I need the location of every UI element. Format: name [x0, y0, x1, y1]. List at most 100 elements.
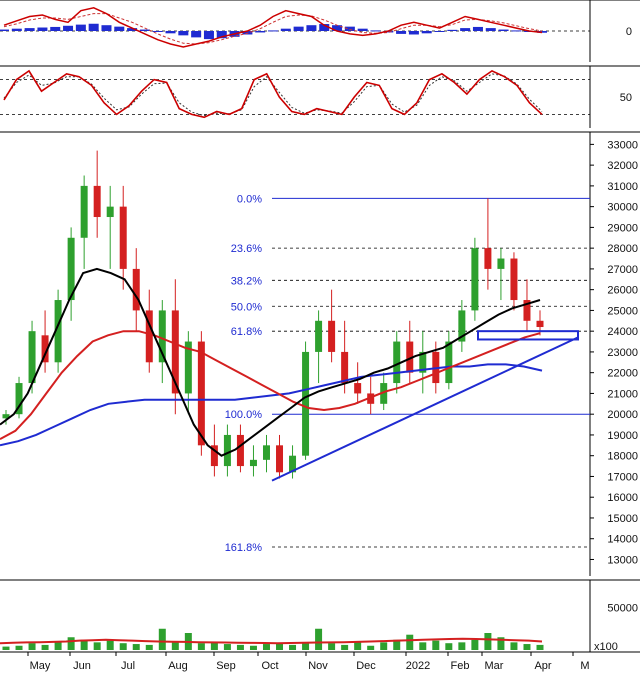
y-tick-label: 16000: [607, 492, 638, 504]
volume-bar: [354, 641, 362, 650]
y-tick-label: 32000: [607, 160, 638, 172]
volume-bar: [145, 644, 153, 650]
fibonacci-label: 23.6%: [231, 243, 262, 255]
volume-bar: [2, 646, 10, 650]
volume-multiplier-label: x100: [594, 641, 618, 653]
macd-histogram-bar: [63, 25, 74, 31]
macd-histogram-bar: [88, 23, 99, 31]
macd-histogram-bar: [191, 31, 202, 38]
candle-body: [197, 341, 205, 446]
volume-bar: [510, 642, 518, 650]
candle-body: [497, 258, 505, 269]
y-tick-label: 22000: [607, 368, 638, 380]
y-tick-label: 20000: [607, 409, 638, 421]
volume-bar: [432, 640, 440, 650]
volume-bar: [41, 644, 49, 650]
volume-bar: [523, 644, 531, 650]
volume-bar: [289, 644, 297, 650]
fibonacci-label: 100.0%: [225, 409, 263, 421]
volume-bar: [54, 641, 62, 650]
candle-body: [223, 434, 231, 467]
volume-bar: [15, 645, 23, 650]
volume-bar: [223, 644, 231, 650]
macd-histogram-bar: [267, 30, 279, 32]
macd-histogram-bar: [50, 26, 61, 31]
y-tick-label: 31000: [607, 181, 638, 193]
macd-histogram-bar: [498, 29, 509, 31]
macd-histogram-bar: [280, 28, 291, 31]
y-tick-label: 30000: [607, 202, 638, 214]
fibonacci-label: 161.8%: [225, 542, 263, 554]
candle-body: [276, 445, 284, 473]
fibonacci-label: 38.2%: [231, 275, 262, 287]
macd-histogram-bar: [203, 31, 214, 40]
candle-body: [419, 351, 427, 373]
volume-bar: [445, 643, 453, 650]
x-tick-label: Sep: [216, 660, 236, 672]
volume-bar: [341, 644, 349, 650]
candle-body: [302, 351, 310, 456]
y-tick-label: 19000: [607, 430, 638, 442]
candle-body: [184, 341, 192, 394]
macd-histogram-bar: [255, 31, 266, 33]
volume-bar: [171, 641, 179, 650]
volume-bar: [67, 637, 75, 650]
oscillator-line: [3, 69, 543, 119]
macd-histogram-bar: [127, 28, 138, 31]
volume-bar: [380, 642, 388, 650]
macd-histogram-bar: [332, 25, 343, 31]
volume-bar: [393, 639, 401, 650]
y-tick-label: 24000: [607, 326, 638, 338]
volume-bar: [315, 628, 323, 650]
volume-bar: [328, 643, 336, 650]
y-tick-label: 50000: [607, 603, 638, 615]
volume-bar: [197, 643, 205, 650]
macd-signal-line: [3, 13, 543, 45]
volume-bar: [419, 642, 427, 650]
macd-histogram-bar: [511, 30, 522, 32]
candle-body: [171, 310, 179, 394]
volume-bar: [471, 639, 479, 650]
x-tick-label: Jul: [121, 660, 135, 672]
x-tick-label: M: [580, 660, 589, 672]
volume-bar: [497, 637, 505, 650]
x-tick-label: Mar: [485, 660, 504, 672]
candle-body: [445, 341, 453, 384]
macd-histogram-bar: [165, 31, 176, 34]
volume-bar: [262, 644, 270, 650]
volume-bar: [276, 643, 284, 650]
macd-histogram-bar: [242, 31, 253, 35]
candle-body: [484, 248, 492, 269]
volume-bar: [249, 645, 257, 650]
x-tick-label: Dec: [356, 660, 376, 672]
y-tick-label: 33000: [607, 139, 638, 151]
x-tick-label: May: [30, 660, 51, 672]
y-tick-label: 21000: [607, 388, 638, 400]
candle-body: [380, 383, 388, 404]
volume-moving-average: [0, 637, 543, 645]
macd-histogram-bar: [357, 28, 368, 31]
candle-body: [28, 331, 36, 384]
y-tick-label: 28000: [607, 243, 638, 255]
candle-body: [341, 351, 349, 384]
volume-bar: [132, 644, 140, 650]
macd-histogram-bar: [11, 28, 22, 31]
support-zone-box: [477, 330, 579, 341]
candle-body: [145, 310, 153, 363]
y-tick-label: 17000: [607, 471, 638, 483]
volume-bar: [106, 640, 114, 650]
candle-body: [458, 310, 466, 342]
x-tick-label: Apr: [534, 660, 551, 672]
volume-bar: [80, 639, 88, 650]
macd-histogram-bar: [216, 31, 227, 39]
candle-body: [67, 237, 75, 301]
candle-body: [471, 248, 479, 311]
y-tick-label: 14000: [607, 534, 638, 546]
macd-histogram-bar: [114, 26, 125, 31]
y-tick-label: 25000: [607, 305, 638, 317]
fibonacci-label: 0.0%: [237, 193, 262, 205]
y-tick-label: 15000: [607, 513, 638, 525]
x-tick-label: Oct: [261, 660, 278, 672]
candle-body: [289, 455, 297, 473]
candle-body: [2, 414, 10, 419]
